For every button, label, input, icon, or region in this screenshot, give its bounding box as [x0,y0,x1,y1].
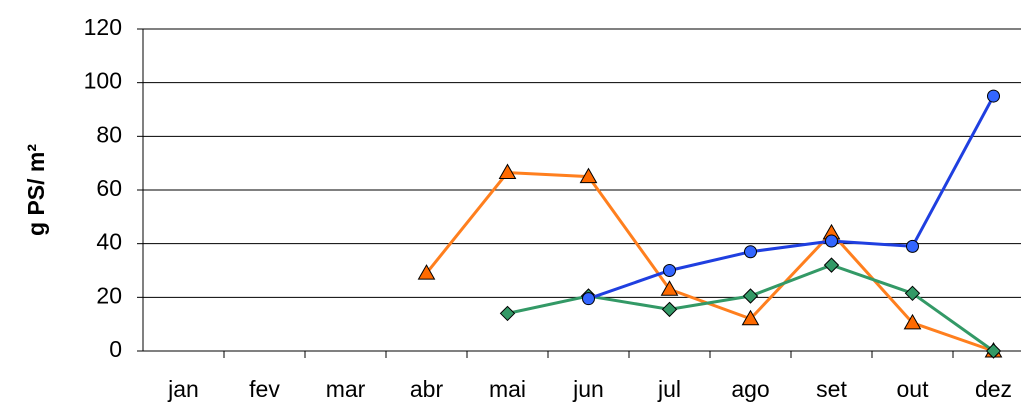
x-tick-label: mai [489,376,526,402]
marker [823,257,840,273]
x-tick-label: dez [975,376,1012,402]
y-tick-label: 100 [84,68,122,94]
marker [741,309,760,326]
marker [660,280,679,296]
marker [499,305,516,322]
y-tick-label: 0 [109,336,122,362]
x-tick-label: jan [167,376,199,402]
y-tick-label: 40 [96,229,122,255]
y-tick-label: 20 [96,282,122,308]
marker [498,163,517,180]
x-tick-label: mar [326,376,366,402]
y-tick-label: 120 [84,14,122,40]
series-line [507,263,995,353]
marker [663,264,676,277]
x-tick-label: ago [731,376,769,402]
y-axis-label: g PS/ m² [23,144,49,236]
marker [985,343,1002,359]
marker [582,292,595,306]
x-tick-label: abr [410,376,444,402]
x-tick-label: set [816,376,847,402]
y-tick-label: 80 [96,121,122,147]
x-tick-label: jul [657,376,681,402]
y-tick-label: 60 [96,175,122,201]
marker [742,288,759,304]
marker [579,167,598,184]
marker [903,313,922,330]
marker [417,264,436,280]
marker [987,89,1000,103]
marker [744,245,757,259]
series-line [588,95,995,301]
x-tick-label: out [897,376,930,402]
marker [661,301,678,318]
marker [904,285,921,302]
marker [906,239,919,253]
marker [825,234,838,248]
x-tick-label: fev [249,376,280,402]
x-tick-label: jun [572,376,604,402]
